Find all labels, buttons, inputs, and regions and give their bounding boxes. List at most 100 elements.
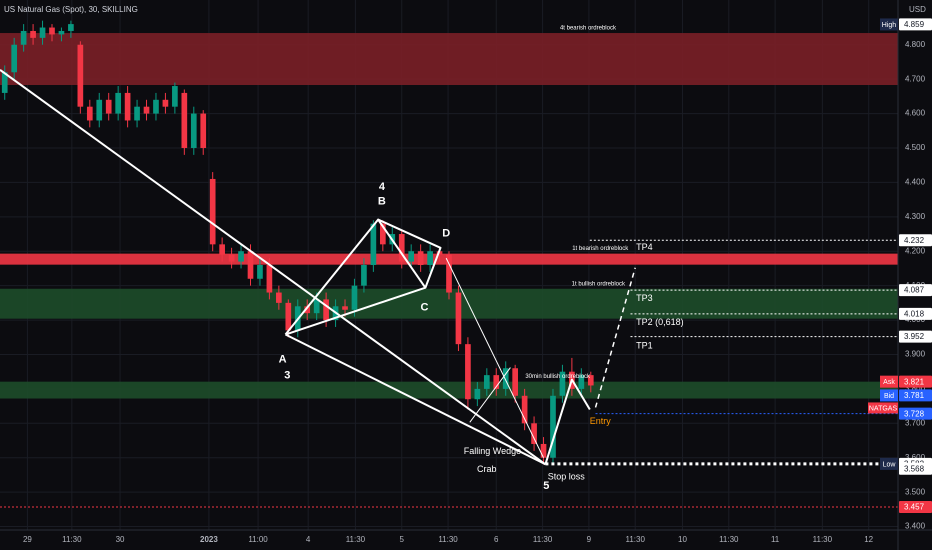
x-tick-label: 11:30 xyxy=(533,535,553,544)
candle-body xyxy=(58,30,65,35)
candle-body xyxy=(162,99,169,107)
badge-tag xyxy=(880,389,898,402)
x-tick-label: 2023 xyxy=(200,535,218,544)
candle-body xyxy=(96,99,103,121)
candle-body xyxy=(351,285,358,310)
candle-body xyxy=(172,86,178,107)
y-tick-label: 4.500 xyxy=(905,143,926,152)
candle-body xyxy=(219,244,225,255)
candle-body xyxy=(483,375,490,389)
annotation: 4 xyxy=(379,181,386,193)
candle-body xyxy=(257,265,263,279)
badge-tag-label: High xyxy=(882,22,897,29)
annotation: TP1 xyxy=(636,341,653,351)
drawings: 4t bearish ordreblock 1t bearish ordreblo… xyxy=(0,26,898,508)
candle-body xyxy=(493,375,500,389)
annotation: Entry xyxy=(590,416,612,426)
badge-tag xyxy=(880,18,898,31)
candle-body xyxy=(30,30,36,38)
annotation: Falling Wedge xyxy=(464,446,521,456)
price-badge-label: 3.728 xyxy=(904,409,925,418)
candle-body xyxy=(1,72,8,93)
x-tick-label: 29 xyxy=(23,535,32,544)
order-block-label: 30min bullish ordreblock xyxy=(525,374,591,380)
candle-body xyxy=(276,292,282,303)
price-badge xyxy=(899,462,932,475)
symbol-tag-label: NATGAS xyxy=(869,405,898,412)
drawing-line xyxy=(445,257,544,458)
candle-body xyxy=(247,251,254,279)
y-tick-label: 4.700 xyxy=(905,74,926,83)
candle-body xyxy=(512,368,519,396)
candle-body xyxy=(143,106,150,114)
y-tick-label: 3.500 xyxy=(905,487,926,496)
candle-body xyxy=(134,106,140,121)
candle-body xyxy=(361,265,367,286)
order-block-label: 4t bearish ordreblock xyxy=(560,26,617,32)
y-tick-label: 3.600 xyxy=(905,453,926,462)
candle-body xyxy=(68,24,74,31)
price-badge-label: 4.232 xyxy=(904,236,925,245)
candle-body xyxy=(587,375,594,386)
order-block xyxy=(0,33,898,86)
x-tick-label: 9 xyxy=(587,535,592,544)
candle-body xyxy=(209,178,216,245)
x-tick-label: 30 xyxy=(116,535,125,544)
price-badge-label: 4.018 xyxy=(904,309,925,318)
candle-body xyxy=(124,92,131,121)
x-tick-label: 6 xyxy=(494,535,499,544)
symbol-tag xyxy=(868,402,898,414)
candle-body xyxy=(200,113,207,148)
price-badge xyxy=(899,330,932,343)
y-tick-label: 4.300 xyxy=(905,212,926,221)
price-badge xyxy=(899,407,932,420)
x-tick-label: 4 xyxy=(306,535,311,544)
candle-body xyxy=(181,92,188,148)
price-badge-label: 3.781 xyxy=(904,391,925,400)
currency: USD xyxy=(909,5,926,14)
price-badge-label: 4.859 xyxy=(904,20,925,29)
candle-body xyxy=(49,27,55,35)
candle-body xyxy=(455,292,462,345)
candle-body xyxy=(408,251,415,262)
annotation: D xyxy=(442,228,450,240)
x-tick-label: 11 xyxy=(771,535,780,544)
drawing-line xyxy=(594,267,636,408)
drawing-line xyxy=(284,218,442,336)
annotation: TP4 xyxy=(636,242,653,252)
badge-tag xyxy=(880,457,898,470)
candle-body xyxy=(86,106,93,121)
drawing-line xyxy=(285,333,546,466)
y-tick-label: 3.800 xyxy=(905,384,926,393)
candle-body xyxy=(379,223,386,245)
candle-body xyxy=(105,99,112,114)
y-tick-label: 3.700 xyxy=(905,418,926,427)
candle-body xyxy=(578,375,585,389)
price-badge-label: 3.568 xyxy=(904,464,925,473)
x-tick-label: 11:30 xyxy=(813,535,833,544)
x-tick-label: 12 xyxy=(864,535,873,544)
x-tick-label: 11:30 xyxy=(62,535,82,544)
candle-body xyxy=(77,44,84,107)
annotation: 3 xyxy=(284,369,290,381)
annotation: 5 xyxy=(543,480,549,492)
annotation: A xyxy=(279,354,287,366)
annotation: Stop loss xyxy=(548,472,586,482)
price-badge xyxy=(899,307,932,320)
x-tick-label: 5 xyxy=(400,535,405,544)
candle-body xyxy=(304,306,311,314)
annotation: TP3 xyxy=(636,293,653,303)
candle-body xyxy=(550,395,556,458)
badge-tag-label: Bid xyxy=(884,393,894,400)
y-tick-label: 4.200 xyxy=(905,246,926,255)
candle-body xyxy=(266,265,273,293)
candle-body xyxy=(228,254,235,262)
annotation: TP2 (0,618) xyxy=(636,317,684,327)
x-tick-label: 11:00 xyxy=(248,535,268,544)
order-block xyxy=(0,381,898,399)
annotation: C xyxy=(420,302,428,314)
candle-body xyxy=(370,223,377,265)
x-tick-label: 11:30 xyxy=(719,535,739,544)
candle-body xyxy=(190,113,197,148)
